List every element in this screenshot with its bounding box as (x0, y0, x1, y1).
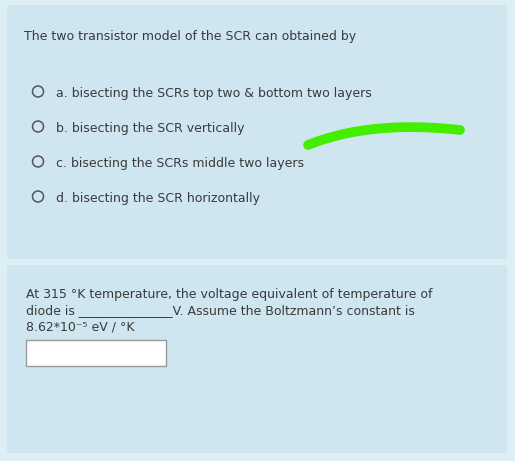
FancyBboxPatch shape (7, 5, 507, 259)
Text: diode is _______________V. Assume the Boltzmann’s constant is: diode is _______________V. Assume the Bo… (26, 304, 415, 317)
Text: 8.62*10⁻⁵ eV / °K: 8.62*10⁻⁵ eV / °K (26, 320, 134, 333)
FancyBboxPatch shape (26, 340, 166, 366)
Text: d. bisecting the SCR horizontally: d. bisecting the SCR horizontally (56, 192, 260, 205)
Text: a. bisecting the SCRs top two & bottom two layers: a. bisecting the SCRs top two & bottom t… (56, 87, 372, 100)
Text: At 315 °K temperature, the voltage equivalent of temperature of: At 315 °K temperature, the voltage equiv… (26, 288, 433, 301)
Text: The two transistor model of the SCR can obtained by: The two transistor model of the SCR can … (24, 30, 356, 43)
FancyBboxPatch shape (7, 265, 507, 453)
Text: c. bisecting the SCRs middle two layers: c. bisecting the SCRs middle two layers (56, 157, 304, 170)
Text: b. bisecting the SCR vertically: b. bisecting the SCR vertically (56, 122, 245, 135)
